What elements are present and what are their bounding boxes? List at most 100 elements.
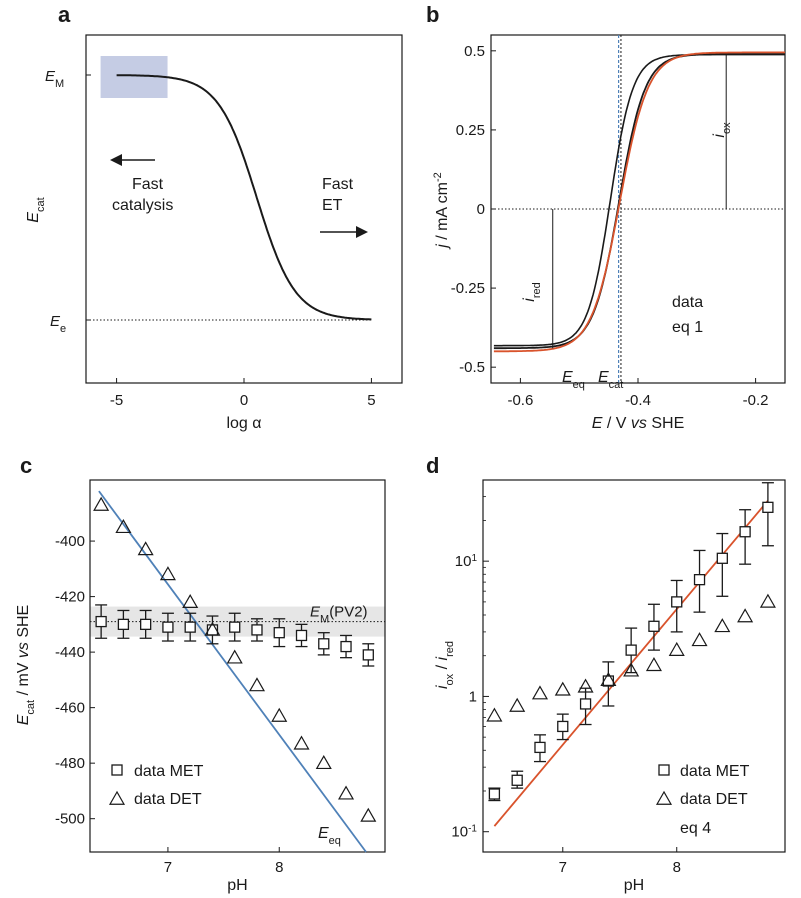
panel-letter-d: d: [426, 453, 439, 478]
panel-d-det-point: [668, 641, 685, 656]
panel-c-ytick-label: -400: [55, 533, 85, 550]
panel-a-curve: [116, 74, 372, 321]
panel-b-xtick-label: -0.2: [743, 392, 769, 409]
panel-a-annotation-et: ET: [322, 197, 343, 214]
panel-c-det-point: [226, 649, 243, 664]
panel-c-ytick-label: -440: [55, 644, 85, 661]
panel-d-met-point: [648, 620, 660, 632]
panel-c-legend-met: data MET: [134, 763, 204, 780]
panel-d-met-point: [488, 788, 501, 800]
panel-d-met-point: [579, 698, 592, 710]
panel-b-iox-label: iox: [711, 122, 733, 138]
panel-c-Eeq-label: Eeq: [318, 825, 341, 847]
panel-d-det-point: [509, 697, 526, 712]
panel-c-det-point: [159, 566, 176, 581]
panel-b-ytick-label: -0.25: [451, 280, 485, 297]
panel-d-det-point: [623, 662, 640, 677]
panel-c-det-point: [248, 677, 266, 692]
panel-c-met-point: [295, 629, 308, 642]
panel-c-ytick-label: -420: [55, 589, 85, 606]
panel-c-det-point: [115, 518, 132, 534]
panel-d-ylabel: iox / ired: [434, 641, 456, 689]
panel-b-xlabel: E / V vs SHE: [592, 415, 684, 432]
panel-a-xlabel: log α: [226, 415, 261, 432]
panel-d-det-point: [691, 632, 708, 647]
panel-d-det-point: [737, 608, 754, 623]
panel-d-legend-met-marker: [658, 764, 670, 776]
panel-c-met-point: [140, 618, 152, 631]
panel-c-det-point: [137, 541, 154, 556]
panel-d-xtick-label: 8: [673, 859, 681, 876]
panel-d-met-point: [739, 526, 751, 538]
panel-d-met-point: [671, 596, 683, 608]
panel-d-det-point: [486, 707, 503, 722]
panel-a: -5 0 5 EM Ee log α Ecat Fast catalysis Fast ET: [25, 34, 403, 432]
panel-a-ytick-label-Ee: Ee: [50, 313, 66, 335]
panel-d-met-point: [716, 552, 728, 564]
panel-b-Ecat-label: Ecat: [598, 369, 623, 391]
panel-c-ylabel: Ecat / mV vs SHE: [15, 605, 37, 725]
panel-c-ytick-label: -480: [55, 755, 85, 772]
panel-b-ired-label: ired: [521, 282, 543, 301]
panel-b-Eeq-label: Eeq: [562, 369, 585, 391]
panel-c-det-point: [360, 807, 377, 822]
panel-d-met-point: [625, 644, 637, 656]
panel-d-det-point: [759, 593, 776, 608]
panel-d-xtick-label: 7: [559, 859, 567, 876]
panel-a-xtick-label: 0: [240, 392, 248, 409]
panel-b-ytick-label: 0.5: [464, 43, 485, 60]
panel-b-xtick-label: -0.4: [625, 392, 651, 409]
panel-c-frame: [89, 479, 386, 853]
panel-d: 7 8 10-1 1 101 pH iox / ired data MET data DET eq…: [434, 479, 786, 894]
panel-d-met-point: [534, 741, 546, 754]
panel-d-legend-eq4: eq 4: [680, 820, 711, 837]
panel-a-annotation-fast: Fast: [132, 176, 164, 193]
panel-c-det-point: [293, 735, 310, 750]
panel-d-det-point: [531, 685, 549, 700]
panel-c-det-point: [204, 621, 221, 636]
panel-c-Eeq-line: [98, 490, 367, 853]
panel-d-det-point: [714, 618, 731, 633]
panel-c-det-point: [315, 754, 332, 770]
panel-a-xtick-label: -5: [110, 392, 123, 409]
panel-c-met-point: [184, 621, 196, 633]
panel-c-ytick-label: -460: [55, 700, 85, 717]
panel-b-eq1-curve: [493, 51, 785, 353]
panel-d-det-point: [554, 681, 571, 696]
panel-b-legend-eq1: eq 1: [672, 319, 703, 336]
panel-c-det-point: [271, 707, 288, 722]
panel-b-data-forward: [493, 53, 785, 350]
panel-letter-a: a: [58, 2, 71, 27]
panel-b-legend-data: data: [672, 294, 703, 311]
panel-c-det-point: [182, 593, 199, 608]
panel-d-met-point: [693, 574, 706, 586]
panel-c-det-point: [93, 496, 110, 511]
panel-d-met-point: [511, 774, 523, 786]
panel-c-met-point: [229, 621, 241, 633]
panel-d-legend-det: data DET: [680, 791, 748, 808]
panel-a-annotation-fast2: Fast: [322, 176, 354, 193]
panel-d-legend-met: data MET: [680, 763, 750, 780]
panel-b-ylabel: j / mA cm-2: [432, 172, 451, 250]
panel-d-det-point: [577, 678, 594, 693]
panel-letter-b: b: [426, 2, 439, 27]
panel-c-legend-met-marker: [111, 764, 123, 776]
panel-d-legend-det-marker: [655, 790, 673, 805]
panel-d-met-point: [762, 501, 774, 513]
panel-d-xlabel: pH: [624, 877, 644, 894]
panel-c-met-point: [117, 618, 130, 631]
panel-b-ytick-label: 0: [477, 201, 485, 218]
panel-b-ytick-label: -0.5: [459, 359, 485, 376]
panel-d-ytick-label: 101: [455, 553, 478, 571]
panel-c-xtick-label: 8: [275, 859, 283, 876]
panel-d-frame: [482, 479, 786, 853]
panel-a-ytick-label-EM: EM: [45, 68, 64, 90]
panel-b: ired iox -0.6 -0.4 -0.2 0.5 0.25 0 -0.25 -0.5 E / …: [432, 34, 786, 432]
panel-a-ylabel: Ecat: [25, 197, 47, 222]
panel-c-det-point: [338, 785, 355, 800]
panel-b-data-reverse: [493, 53, 785, 347]
panel-c-legend-det: data DET: [134, 791, 202, 808]
panel-d-det-point: [645, 657, 662, 672]
